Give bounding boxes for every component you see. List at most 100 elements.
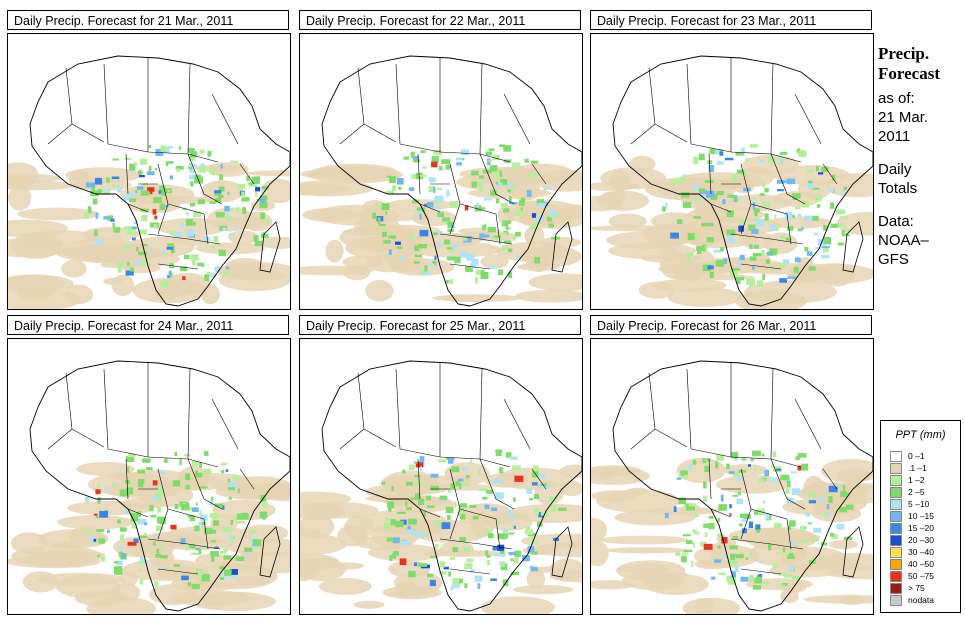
precip-cell [486, 555, 491, 558]
precip-cell [793, 193, 797, 200]
precip-cell [185, 473, 191, 481]
precip-cell [732, 536, 738, 539]
precip-cell [231, 536, 234, 543]
low-precip-area [228, 230, 259, 245]
precip-cell [788, 498, 794, 505]
precip-cell [242, 207, 247, 214]
precip-cell [673, 506, 677, 512]
low-precip-area [17, 207, 100, 221]
precip-cell [495, 181, 499, 185]
precip-cell [823, 237, 831, 244]
precip-cell [837, 242, 844, 246]
precip-cell [681, 555, 687, 563]
precip-cell [236, 183, 246, 190]
precip-cell [151, 496, 159, 501]
precip-cell [382, 231, 387, 237]
low-precip-area [601, 191, 627, 203]
country-border [187, 458, 223, 510]
precip-cell [701, 222, 709, 227]
precip-cell [222, 271, 230, 275]
legend-swatch [890, 511, 902, 522]
precip-cell [845, 233, 850, 237]
precip-cell [441, 159, 451, 165]
precip-cell [776, 584, 786, 587]
country-border [187, 63, 191, 155]
precip-cell [477, 583, 481, 589]
precip-cell [403, 156, 409, 160]
precip-cell [259, 198, 265, 204]
precip-cell [251, 176, 260, 183]
precip-cell [780, 235, 784, 239]
precip-cell [686, 504, 695, 511]
precip-cell [128, 454, 136, 457]
side-title-line2: Forecast [878, 64, 940, 83]
low-precip-area [640, 254, 702, 263]
country-border [125, 153, 129, 195]
precip-cell [372, 212, 376, 219]
precip-cell [195, 547, 201, 551]
country-border [503, 398, 531, 450]
precip-cell [419, 213, 422, 220]
country-border [107, 448, 219, 468]
low-precip-area [224, 476, 290, 499]
low-precip-area [353, 600, 385, 609]
country-border [439, 538, 513, 550]
precip-cell [414, 261, 420, 264]
precip-cell [414, 245, 420, 251]
precip-cell [186, 229, 195, 237]
legend-title: PPT (mm) [895, 429, 946, 441]
precip-cell [434, 255, 437, 261]
legend-entry: 50 –75 [890, 571, 960, 583]
precip-cell [377, 217, 381, 224]
precip-cell [732, 472, 740, 477]
precip-cell [194, 525, 200, 532]
low-precip-area [132, 277, 206, 304]
precip-cell [118, 546, 124, 550]
precip-cell [219, 174, 223, 181]
coastline [612, 360, 873, 612]
legend-swatch [890, 535, 902, 546]
precip-map [591, 360, 873, 614]
low-precip-area [591, 467, 615, 480]
precip-cell [781, 583, 788, 586]
precip-cell [414, 531, 423, 537]
precip-cell [822, 558, 826, 561]
precip-cell [665, 202, 668, 209]
precip-cell [529, 172, 538, 178]
precip-cell [797, 453, 807, 458]
precip-cell [158, 471, 166, 475]
precip-cell [431, 161, 438, 168]
precip-cell [119, 489, 129, 497]
precip-cell [141, 559, 147, 565]
precip-cell [506, 182, 512, 187]
precip-cell [758, 574, 763, 577]
precip-cell [806, 251, 813, 256]
map-panel-4: Daily Precip. Forecast for 24 Mar., 2011 [7, 315, 291, 615]
precip-cell [754, 209, 758, 217]
precip-cell [241, 197, 250, 202]
precip-cell [815, 194, 822, 202]
low-precip-area [803, 594, 873, 604]
precip-cell [485, 151, 493, 156]
precip-cell [734, 565, 739, 573]
precip-cell [676, 477, 682, 480]
precip-cell [474, 205, 482, 212]
precip-cell [508, 248, 513, 253]
precip-cell [830, 202, 835, 209]
precip-cell [748, 575, 755, 582]
legend-entry: 2 –5 [890, 487, 960, 499]
precip-cell [769, 266, 774, 272]
country-border [399, 448, 511, 468]
precip-cell [752, 202, 756, 210]
legend-label: 20 –30 [908, 535, 934, 545]
country-border [730, 233, 804, 245]
precip-cell [159, 185, 166, 191]
precip-cell [472, 516, 479, 520]
low-precip-area [481, 596, 555, 614]
precip-cell [470, 459, 473, 464]
precip-cell [169, 230, 176, 236]
precip-cell [739, 513, 748, 519]
precip-cell [780, 474, 790, 481]
low-precip-area [410, 241, 502, 258]
precip-cell [801, 201, 810, 208]
